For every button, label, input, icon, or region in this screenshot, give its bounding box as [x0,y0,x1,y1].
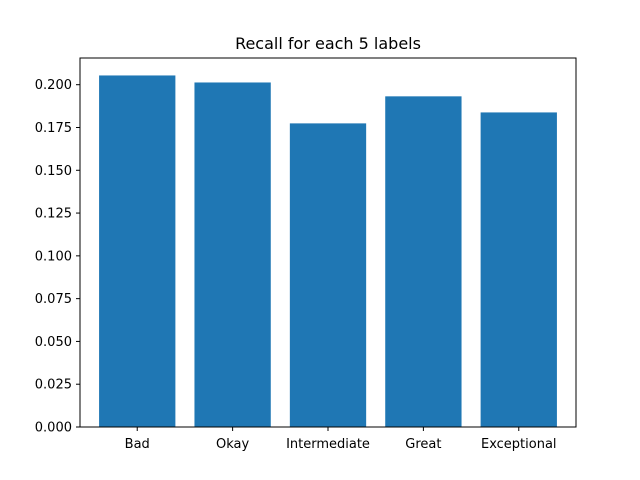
plot-frame [79,57,577,428]
x-tick-label: Exceptional [481,437,557,452]
bar-intermediate [289,123,367,428]
bar-exceptional [480,112,557,428]
y-tick-label: 0.100 [35,249,72,264]
bars-group [99,75,557,428]
x-axis: Bad Okay Intermediate Great Exceptional [125,427,557,452]
y-tick-label: 0.200 [35,78,72,93]
y-tick-label: 0.075 [35,292,72,307]
y-tick-label: 0.125 [35,207,72,222]
bar-great [385,96,462,428]
bar-bad [99,75,176,427]
bar-okay [194,82,271,427]
x-tick-label: Bad [125,437,150,452]
x-tick-label: Great [405,437,441,452]
x-tick-label: Intermediate [286,437,370,452]
y-tick-label: 0.000 [35,421,72,436]
y-tick-label: 0.050 [35,335,72,350]
y-tick-label: 0.025 [35,378,72,393]
y-tick-label: 0.150 [35,164,72,179]
x-tick-label: Okay [216,437,249,452]
y-tick-label: 0.175 [35,121,72,136]
chart-title: Recall for each 5 labels [235,34,421,53]
y-axis: 0.000 0.025 0.050 0.075 0.100 0.125 0.150 0.175… [35,78,80,436]
